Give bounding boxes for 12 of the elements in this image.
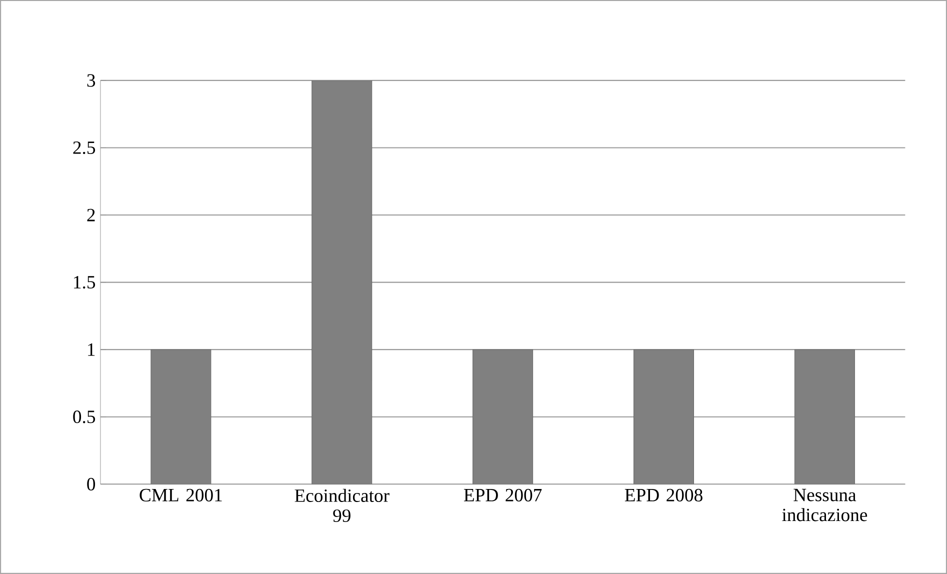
y-tick-label: 3 <box>87 74 96 87</box>
x-tick-label: Ecoindicator 99 <box>294 488 390 522</box>
y-tick-label: 2 <box>87 208 95 222</box>
y-tick-label: 2.5 <box>73 141 96 154</box>
x-tick-label: Nessuna indicazione <box>782 488 868 522</box>
y-tick-label: 1 <box>88 343 95 356</box>
x-tick-label: EPD 2008 <box>624 488 702 502</box>
y-tick-label: 1.5 <box>74 276 96 289</box>
x-tick-label: EPD 2007 <box>464 488 542 502</box>
y-tick-label: 0 <box>87 478 96 490</box>
y-tick-label: 0.5 <box>73 410 96 424</box>
x-tick-label: CML 2001 <box>140 488 222 502</box>
